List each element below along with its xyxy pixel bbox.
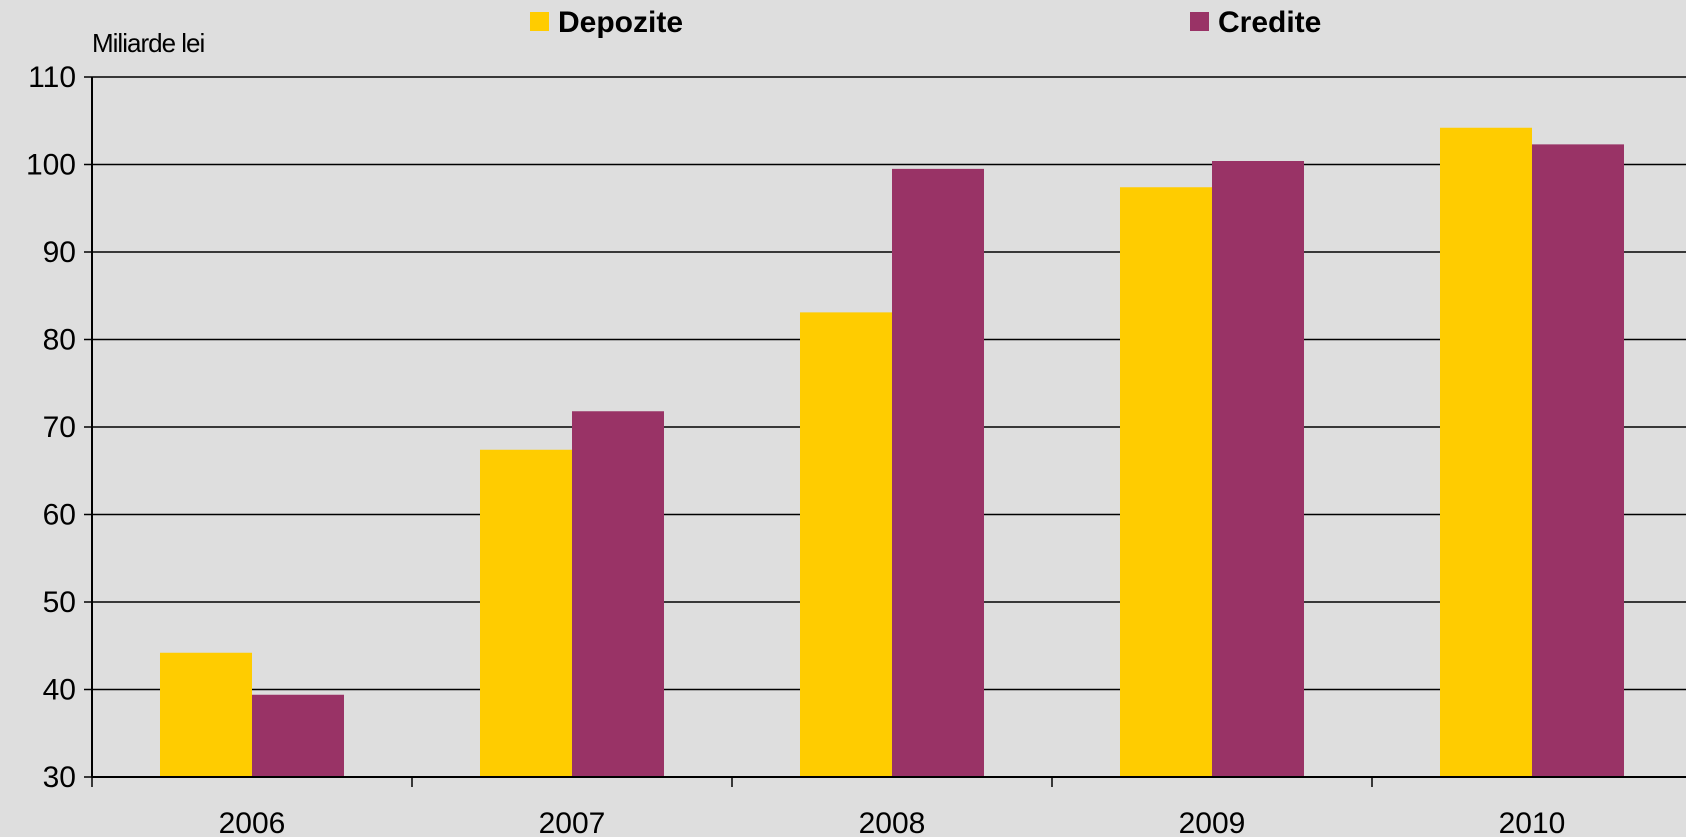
y-tick-label: 60 xyxy=(43,499,76,532)
y-tick-labels: 30 40 50 60 70 80 90 100 110 xyxy=(26,61,76,794)
legend-swatch-credite xyxy=(1190,12,1209,31)
bar-depozite-2009 xyxy=(1120,187,1212,777)
bar-depozite-2007 xyxy=(480,449,572,777)
y-tick-label: 100 xyxy=(26,149,76,182)
y-tick-label: 110 xyxy=(28,61,76,94)
y-tick-label: 90 xyxy=(43,236,76,269)
legend-label-depozite: Depozite xyxy=(558,6,683,39)
y-tick-label: 70 xyxy=(43,411,76,444)
bar-credite-2007 xyxy=(572,411,664,777)
y-tick-label: 40 xyxy=(43,674,76,707)
bar-credite-2009 xyxy=(1212,161,1304,777)
legend: Depozite Credite xyxy=(530,6,1321,39)
bar-depozite-2006 xyxy=(160,652,252,777)
bar-depozite-2010 xyxy=(1440,127,1532,777)
x-tick-label: 2006 xyxy=(219,807,286,837)
y-tick-label: 50 xyxy=(43,586,76,619)
x-tick-label: 2008 xyxy=(859,807,926,837)
x-tick-label: 2010 xyxy=(1499,807,1566,837)
axes xyxy=(91,77,1686,787)
y-tick-label: 30 xyxy=(43,761,76,794)
bar-depozite-2008 xyxy=(800,312,892,777)
x-tick-label: 2009 xyxy=(1179,807,1246,837)
bars xyxy=(160,127,1624,777)
x-tick-labels: 2006 2007 2008 2009 2010 xyxy=(219,807,1566,837)
legend-label-credite: Credite xyxy=(1218,6,1321,39)
y-tick-label: 80 xyxy=(43,324,76,357)
bar-credite-2008 xyxy=(892,168,984,777)
bar-credite-2010 xyxy=(1532,144,1624,777)
y-axis-label: Miliarde lei xyxy=(92,28,204,58)
x-tick-label: 2007 xyxy=(539,807,606,837)
bar-credite-2006 xyxy=(252,694,344,777)
legend-swatch-depozite xyxy=(530,12,549,31)
